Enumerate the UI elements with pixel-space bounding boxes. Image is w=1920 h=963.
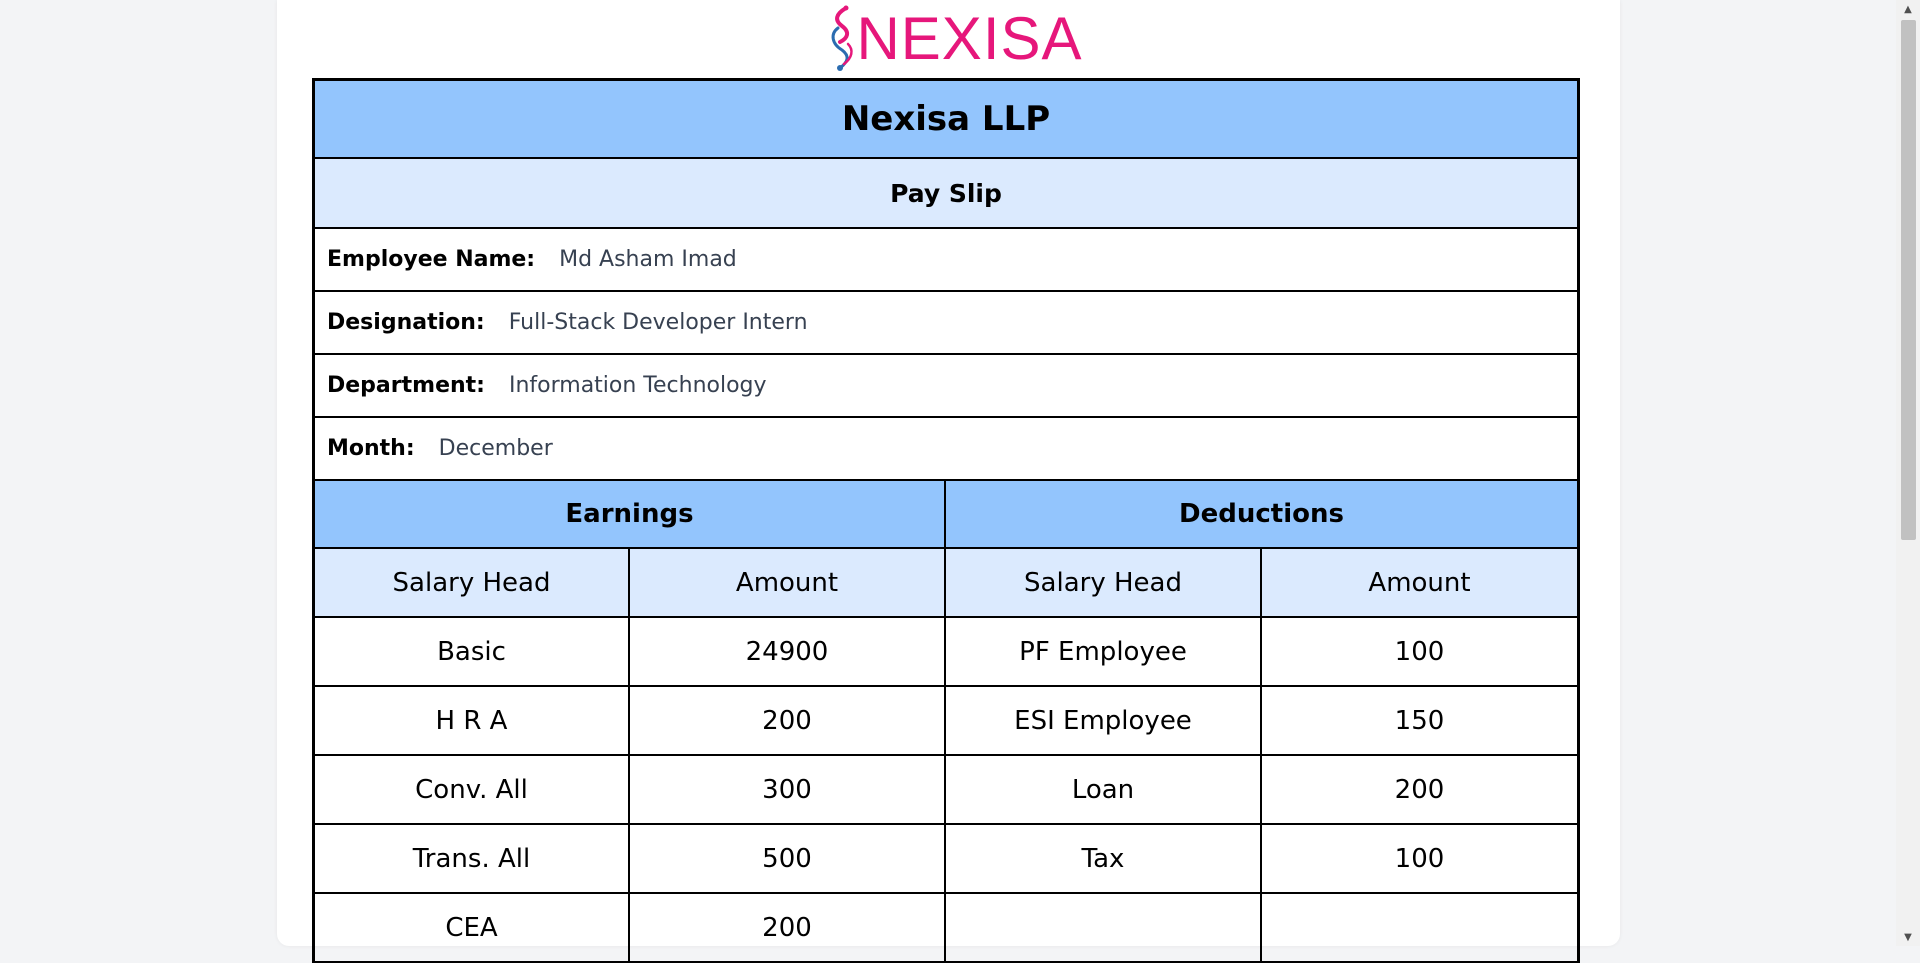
earnings-salary-head-header: Salary Head <box>315 549 630 618</box>
earnings-amount-cell: 300 <box>630 756 946 825</box>
employee-name-label: Employee Name: <box>327 247 536 272</box>
payslip-table: Nexisa LLP Pay Slip Employee Name: Md As… <box>312 78 1580 963</box>
document-title: Pay Slip <box>315 159 1577 229</box>
logo-wordmark: NEXISA <box>856 5 1083 72</box>
earnings-head-cell: Conv. All <box>315 756 630 825</box>
deductions-head-cell <box>946 894 1262 963</box>
month-value: December <box>438 436 553 461</box>
deductions-amount-cell: 100 <box>1262 825 1577 894</box>
department-value: Information Technology <box>508 373 767 398</box>
company-name: Nexisa LLP <box>315 81 1577 159</box>
employee-name-value: Md Asham Imad <box>559 247 737 272</box>
payslip-card: NEXISA Nexisa LLP Pay Slip Employee Name… <box>277 0 1620 963</box>
salary-grid: Earnings Deductions Salary Head Amount S… <box>315 481 1577 963</box>
deductions-header: Deductions <box>946 481 1577 549</box>
department-label: Department: <box>327 373 485 398</box>
vertical-scrollbar[interactable]: ▲ ▼ <box>1896 0 1920 946</box>
month-label: Month: <box>327 436 415 461</box>
designation-value: Full-Stack Developer Intern <box>508 310 808 335</box>
earnings-amount-cell: 200 <box>630 894 946 963</box>
earnings-amount-cell: 24900 <box>630 618 946 687</box>
deductions-amount-cell: 150 <box>1262 687 1577 756</box>
scroll-up-arrow-icon[interactable]: ▲ <box>1904 3 1912 15</box>
earnings-head-cell: Basic <box>315 618 630 687</box>
earnings-header: Earnings <box>315 481 946 549</box>
earnings-amount-cell: 200 <box>630 687 946 756</box>
earnings-head-cell: H R A <box>315 687 630 756</box>
designation-label: Designation: <box>327 310 485 335</box>
scroll-thumb[interactable] <box>1901 20 1916 540</box>
deductions-amount-cell: 100 <box>1262 618 1577 687</box>
earnings-amount-header: Amount <box>630 549 946 618</box>
earnings-amount-cell: 500 <box>630 825 946 894</box>
company-logo: NEXISA <box>277 0 1620 78</box>
scroll-down-arrow-icon[interactable]: ▼ <box>1904 931 1912 943</box>
employee-name-row: Employee Name: Md Asham Imad <box>315 229 1577 292</box>
deductions-amount-cell <box>1262 894 1577 963</box>
deductions-head-cell: Loan <box>946 756 1262 825</box>
earnings-head-cell: Trans. All <box>315 825 630 894</box>
deductions-salary-head-header: Salary Head <box>946 549 1262 618</box>
deductions-amount-cell: 200 <box>1262 756 1577 825</box>
department-row: Department: Information Technology <box>315 355 1577 418</box>
deductions-head-cell: PF Employee <box>946 618 1262 687</box>
deductions-head-cell: ESI Employee <box>946 687 1262 756</box>
deductions-amount-header: Amount <box>1262 549 1577 618</box>
month-row: Month: December <box>315 418 1577 481</box>
earnings-head-cell: CEA <box>315 894 630 963</box>
designation-row: Designation: Full-Stack Developer Intern <box>315 292 1577 355</box>
dna-logo-icon <box>832 5 854 71</box>
deductions-head-cell: Tax <box>946 825 1262 894</box>
